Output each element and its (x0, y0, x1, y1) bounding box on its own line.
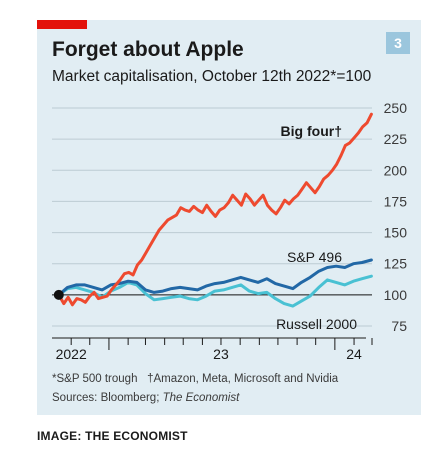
y-tick-label-175: 175 (384, 193, 408, 209)
series-line-russell-2000 (57, 274, 373, 308)
brand-tag (37, 20, 87, 29)
series-label-russell-2000: Russell 2000 (276, 316, 357, 332)
series-line-big-four- (57, 112, 373, 307)
y-tick-label-150: 150 (384, 225, 408, 241)
chart-title: Forget about Apple (52, 38, 244, 61)
sources-publication: The Economist (162, 392, 240, 404)
series-label-big-four-: Big four† (281, 123, 342, 139)
x-tick-label-23: 23 (213, 346, 229, 362)
y-tick-label-200: 200 (384, 162, 408, 178)
chart-card (37, 20, 421, 415)
sources: Sources: Bloomberg; The Economist (52, 392, 239, 404)
series-line-s-p-496 (57, 258, 373, 297)
chart-number-badge: 3 (386, 32, 410, 54)
series-label-s-p-496: S&P 496 (287, 249, 342, 265)
y-tick-label-225: 225 (384, 131, 408, 147)
footnote: *S&P 500 trough †Amazon, Meta, Microsoft… (52, 373, 338, 385)
y-tick-label-125: 125 (384, 256, 408, 272)
sources-label: Sources: Bloomberg; (52, 392, 163, 404)
y-tick-label-75: 75 (391, 318, 407, 334)
x-tick-label-2022: 2022 (56, 346, 87, 362)
x-tick-label-24: 24 (346, 346, 362, 362)
y-tick-label-100: 100 (384, 287, 408, 303)
image-credit: IMAGE: THE ECONOMIST (37, 429, 188, 443)
footnote-trough: *S&P 500 trough (52, 373, 138, 385)
footnote-big-four: †Amazon, Meta, Microsoft and Nvidia (147, 373, 339, 385)
y-tick-label-250: 250 (384, 100, 408, 116)
chart-subtitle: Market capitalisation, October 12th 2022… (52, 68, 372, 85)
start-point-marker (53, 289, 64, 300)
